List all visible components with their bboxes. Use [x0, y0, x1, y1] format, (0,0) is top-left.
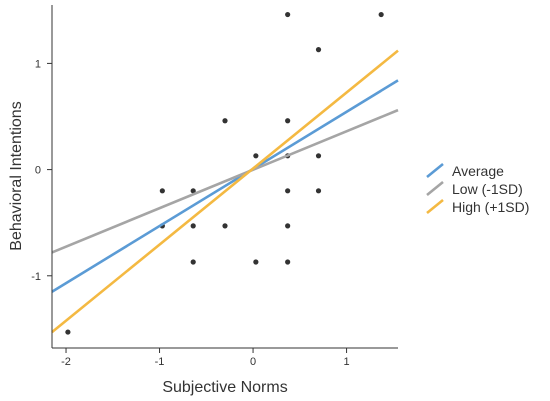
y-tick-label: 1: [35, 58, 41, 70]
legend-label: High (+1SD): [452, 199, 529, 215]
data-point: [190, 223, 196, 229]
legend-label: Average: [452, 163, 504, 179]
data-point: [378, 11, 384, 18]
legend-swatch: [426, 198, 444, 215]
data-point: [190, 188, 196, 194]
data-point: [222, 223, 228, 229]
legend: Average Low (-1SD) High (+1SD): [426, 162, 529, 215]
legend-label: Low (-1SD): [452, 181, 523, 197]
y-tick-label: 0: [35, 165, 41, 177]
x-tick-label: 0: [250, 356, 256, 368]
data-point: [315, 188, 322, 194]
data-point: [315, 47, 322, 53]
ticks: -2 -1 0 1 -1 0 1: [31, 58, 349, 368]
data-point: [285, 259, 291, 265]
data-point: [285, 223, 291, 229]
series-line: [51, 108, 399, 254]
data-point: [253, 153, 259, 159]
data-point: [65, 329, 71, 335]
data-point: [253, 259, 259, 265]
axes: [51, 5, 398, 349]
legend-swatch: [426, 180, 444, 197]
x-axis-title: Subjective Norms: [162, 379, 287, 396]
x-tick-label: 1: [344, 356, 350, 368]
data-point: [159, 188, 165, 194]
y-tick-label: -1: [31, 271, 41, 283]
points-layer: [65, 11, 384, 335]
data-point: [285, 118, 291, 124]
data-point: [285, 188, 291, 194]
series-line: [51, 79, 399, 293]
data-point: [222, 118, 228, 124]
regression-lines: [51, 49, 399, 334]
legend-swatch: [426, 162, 444, 179]
data-point: [315, 153, 322, 159]
data-point: [190, 259, 196, 265]
x-tick-label: -1: [155, 356, 165, 368]
y-axis-title: Behavioral Intentions: [8, 101, 25, 250]
x-tick-label: -2: [61, 356, 71, 368]
data-point: [285, 11, 291, 18]
series-line: [51, 49, 399, 334]
